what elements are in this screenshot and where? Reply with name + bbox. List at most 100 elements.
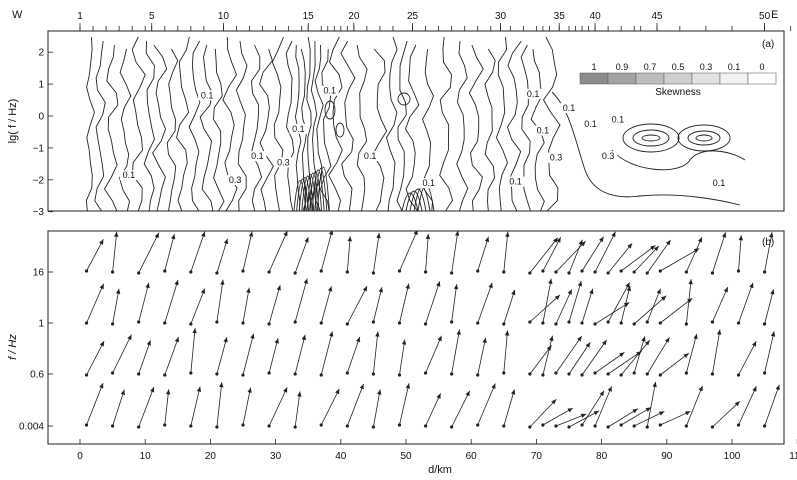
vector-head xyxy=(577,281,582,287)
vector-arrow xyxy=(632,336,646,375)
vector-head xyxy=(114,231,119,237)
vector-shaft xyxy=(373,232,380,274)
vector-head xyxy=(329,331,334,337)
vector-arrow xyxy=(189,231,206,274)
vector-head xyxy=(247,387,252,393)
vector-head xyxy=(693,333,698,340)
vector-shaft xyxy=(712,232,726,274)
vector-head xyxy=(146,340,151,346)
vector-arrow xyxy=(502,231,510,274)
vector-head xyxy=(99,383,104,389)
vector-head xyxy=(716,329,722,335)
colorbar-swatch xyxy=(747,72,777,85)
contour-line xyxy=(507,40,522,211)
vector-head xyxy=(283,387,288,393)
vector-arrow xyxy=(580,236,604,273)
vector-shaft xyxy=(764,289,774,325)
vector-shaft xyxy=(529,398,557,428)
vector-arrow xyxy=(763,331,776,375)
vector-shaft xyxy=(294,237,309,274)
contour-label: 0.1 xyxy=(292,124,305,134)
vector-head xyxy=(602,340,607,346)
vector-arrow xyxy=(163,336,179,377)
vector-arrow xyxy=(580,339,607,377)
contour-line xyxy=(306,172,320,211)
panel-b-frame xyxy=(47,230,785,445)
vector-shaft xyxy=(138,232,160,274)
vector-head xyxy=(653,246,659,252)
vector-arrow xyxy=(567,410,600,429)
vector-arrow xyxy=(345,383,364,428)
vector-arrow xyxy=(567,342,591,376)
contour-label-bg xyxy=(581,119,600,130)
vector-shaft xyxy=(399,339,406,376)
vector-arrow xyxy=(371,331,380,376)
vector-origin xyxy=(789,271,792,274)
vector-arrow xyxy=(450,390,471,429)
vector-head xyxy=(511,389,516,395)
vector-arrow xyxy=(111,231,119,274)
vector-arrow xyxy=(397,231,418,273)
vector-shaft xyxy=(86,382,104,426)
vector-shaft xyxy=(738,282,754,324)
station-tick-label: 50 xyxy=(759,11,771,22)
vector-arrow xyxy=(397,339,407,377)
vector-shaft xyxy=(268,231,288,273)
vector-arrow xyxy=(450,329,461,376)
vector-arrow xyxy=(502,389,516,428)
vector-arrow xyxy=(137,386,155,429)
vector-arrow xyxy=(293,278,308,324)
vector-shaft xyxy=(685,279,692,325)
vector-head xyxy=(623,302,630,307)
contour-line xyxy=(152,44,168,211)
colorbar-swatch xyxy=(579,72,609,85)
contour-label: 0.1 xyxy=(364,151,377,161)
vector-shaft xyxy=(138,386,155,428)
contour-line xyxy=(301,175,315,211)
vector-shaft xyxy=(268,338,279,374)
vector-shaft xyxy=(594,231,616,273)
contour-line xyxy=(405,44,420,211)
vector-shaft xyxy=(451,231,459,274)
vector-shaft xyxy=(399,283,410,324)
x-tick-label: 100 xyxy=(724,451,741,462)
contour-label: 0.1 xyxy=(251,151,264,161)
contour-line xyxy=(311,169,325,211)
vector-origin xyxy=(789,425,792,428)
vector-arrow xyxy=(710,329,722,376)
vector-head xyxy=(626,285,631,292)
vector-shaft xyxy=(164,279,179,324)
vector-arrow xyxy=(241,287,251,325)
vector-head xyxy=(248,231,254,237)
vector-shaft xyxy=(477,383,496,426)
contour-line xyxy=(401,192,419,211)
vector-head xyxy=(356,336,361,343)
vector-shaft xyxy=(791,342,797,374)
vector-head xyxy=(770,289,775,295)
vector-arrow xyxy=(111,334,132,375)
vector-head xyxy=(556,237,561,243)
vector-shaft xyxy=(320,388,340,426)
vector-arrow xyxy=(528,237,559,275)
vector-shaft xyxy=(660,248,700,272)
vector-shaft xyxy=(594,386,613,427)
contour-line xyxy=(131,36,146,211)
vector-arrow xyxy=(632,295,667,326)
panel-b-x-axis-label: d/km xyxy=(428,464,452,476)
panel-b-y-axis-label: f / Hz xyxy=(7,334,19,360)
contour-loop xyxy=(397,92,411,106)
vector-shaft xyxy=(373,287,383,323)
vector-shaft xyxy=(425,393,441,427)
vector-shaft xyxy=(242,387,251,426)
colorbar-tick-label: 0.1 xyxy=(728,62,741,72)
vector-arrow xyxy=(215,279,225,324)
colorbar-tick-label: 0.3 xyxy=(700,62,713,72)
vector-shaft xyxy=(268,387,288,427)
vector-shaft xyxy=(646,239,671,274)
vector-arrow xyxy=(684,385,703,428)
vector-arrow xyxy=(606,282,631,324)
vector-shaft xyxy=(164,336,179,376)
vector-arrow xyxy=(606,243,633,275)
colorbar-swatch xyxy=(663,72,693,85)
vector-head xyxy=(145,282,150,289)
